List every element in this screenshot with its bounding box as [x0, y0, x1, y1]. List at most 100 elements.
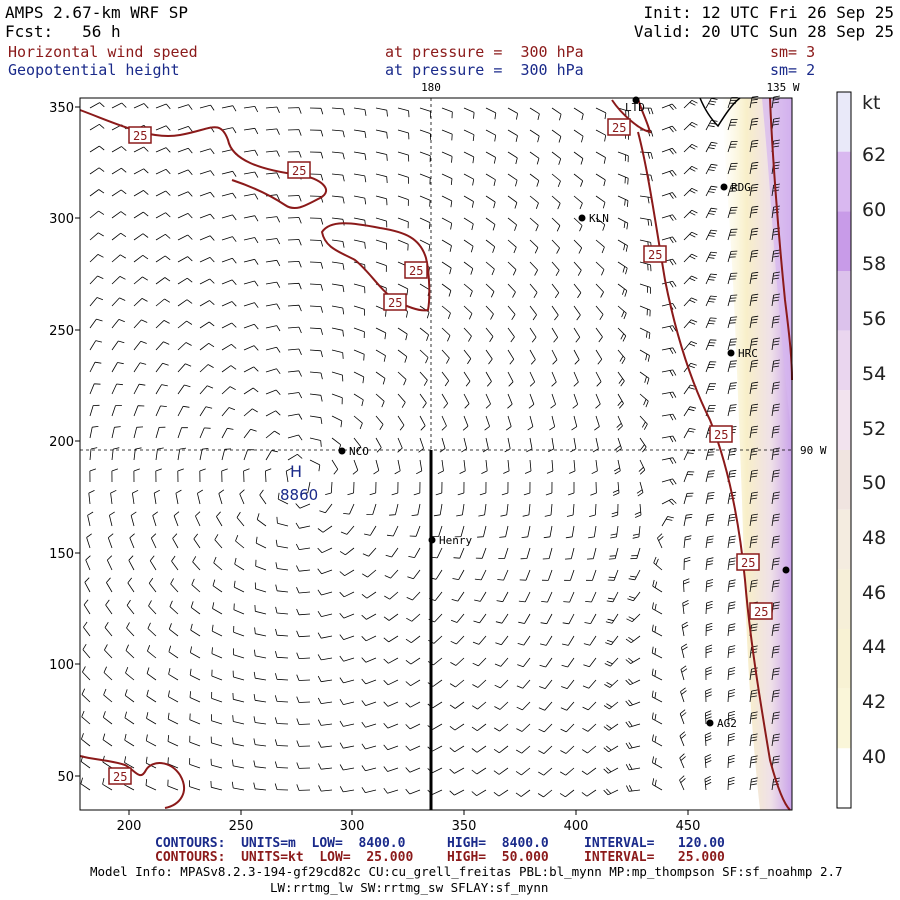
wind-barb	[397, 151, 410, 162]
wind-barb	[652, 602, 663, 615]
wind-barb	[639, 393, 649, 408]
wind-barb	[529, 305, 537, 321]
wind-barb	[562, 613, 575, 625]
wind-barb	[549, 415, 556, 431]
wind-barb	[167, 779, 179, 791]
wind-barb	[353, 195, 367, 205]
contour-label: 25	[404, 261, 428, 279]
wind-barb	[485, 195, 496, 209]
wind-barb	[727, 579, 736, 593]
wind-barb	[168, 690, 179, 703]
wind-barb	[771, 491, 780, 505]
wind-barb	[189, 758, 201, 769]
wind-barb	[749, 293, 759, 307]
wind-barb	[111, 340, 125, 351]
wind-barb	[253, 694, 267, 703]
wind-barb	[453, 547, 465, 559]
wind-barb	[749, 425, 759, 439]
wind-barb	[406, 613, 421, 622]
footer-wind-contours: CONTOURS: UNITS=kt LOW= 25.000	[155, 850, 414, 865]
wind-barb	[456, 503, 465, 517]
wind-barb	[243, 366, 259, 373]
wind-barb	[177, 405, 190, 417]
contour-label: 25	[607, 118, 631, 136]
wind-barb	[450, 657, 465, 666]
wind-barb	[210, 780, 223, 791]
wind-barb	[551, 305, 559, 321]
wind-barb	[495, 613, 509, 624]
contour-25-bottom-left	[79, 755, 185, 809]
wind-barb	[339, 569, 355, 577]
wind-barb	[124, 689, 135, 703]
wind-barb	[375, 239, 387, 250]
wind-barb	[771, 557, 780, 571]
wind-barb	[177, 299, 193, 307]
field1-smoothing: sm= 3	[770, 43, 816, 61]
wind-barb	[559, 767, 575, 776]
wind-barb	[449, 723, 465, 731]
wind-barb	[585, 591, 597, 603]
wind-barb	[727, 557, 736, 571]
wind-barb	[581, 767, 597, 775]
wind-barb	[617, 283, 628, 297]
wind-barb	[727, 404, 737, 417]
wind-barb	[406, 591, 421, 601]
wind-barb	[89, 297, 104, 307]
wind-barb	[384, 569, 399, 579]
wind-barb	[287, 304, 302, 312]
wind-barb	[287, 413, 303, 420]
wind-barb	[253, 716, 267, 725]
wind-barb	[419, 349, 429, 364]
wind-barb	[519, 569, 531, 581]
wind-barb	[485, 217, 496, 231]
wind-barb	[771, 667, 780, 681]
wind-barb	[507, 195, 518, 209]
wind-barb	[221, 192, 237, 199]
colorbar-swatch	[837, 629, 851, 689]
wind-barb	[539, 657, 553, 668]
wind-barb	[522, 503, 531, 517]
wind-barb	[233, 625, 245, 637]
wind-barb	[661, 280, 677, 288]
wind-barb	[254, 582, 267, 593]
wind-barb	[494, 657, 509, 667]
wind-barb	[485, 371, 492, 387]
wind-barb	[683, 165, 698, 175]
wind-barb	[111, 102, 127, 109]
wind-barb	[87, 511, 94, 527]
wind-barb	[704, 754, 712, 769]
wind-barb	[566, 503, 575, 517]
wind-barb	[441, 151, 453, 163]
wind-barb	[449, 789, 465, 796]
wind-barb	[727, 162, 738, 175]
wind-barb	[515, 745, 531, 754]
wind-barb	[211, 647, 223, 659]
wind-barb	[89, 167, 105, 175]
wind-barb	[235, 534, 245, 549]
wind-barb	[199, 385, 214, 395]
wind-barb	[88, 490, 95, 505]
wind-barb	[339, 764, 355, 771]
wind-barb	[538, 723, 553, 733]
wind-barb	[339, 655, 355, 662]
wind-barb	[507, 327, 515, 343]
wind-barb	[155, 298, 171, 307]
wind-barb	[661, 435, 677, 443]
wind-barb	[441, 239, 452, 252]
wind-barb	[361, 613, 377, 620]
wind-barb	[331, 283, 345, 293]
wind-barb	[441, 393, 449, 409]
wind-barb	[771, 337, 780, 351]
wind-barb	[168, 668, 179, 681]
wind-barb	[405, 745, 421, 751]
high-value: 8860	[280, 486, 318, 504]
wind-barb	[449, 679, 465, 688]
wind-barb	[287, 392, 303, 399]
wind-barb	[463, 371, 471, 387]
wind-barb	[551, 349, 558, 365]
wind-barb	[111, 167, 127, 175]
wind-barb	[595, 195, 606, 209]
wind-barb	[680, 687, 687, 703]
wind-barb	[463, 173, 475, 186]
